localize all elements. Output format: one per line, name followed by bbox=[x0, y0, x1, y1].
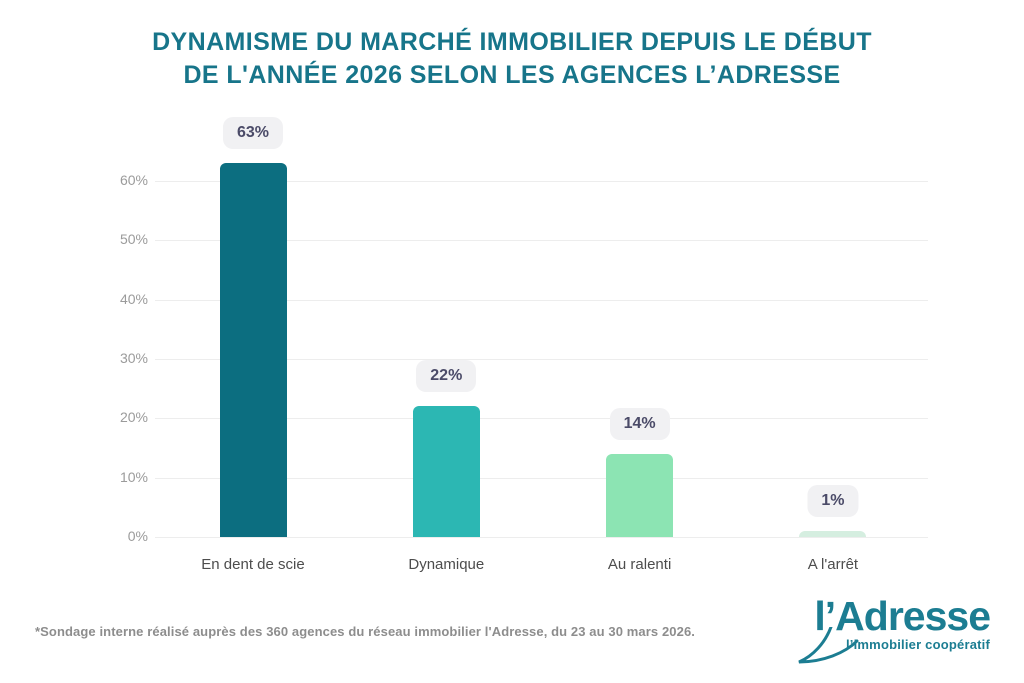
category-label: A l'arrêt bbox=[807, 556, 859, 573]
gridline bbox=[155, 299, 928, 301]
y-axis-tick-label: 60% bbox=[119, 172, 148, 188]
category-label: Dynamique bbox=[408, 556, 485, 573]
bar-value-badge: 63% bbox=[222, 117, 284, 150]
gridline bbox=[155, 477, 928, 479]
bar-value-badge: 22% bbox=[416, 360, 477, 393]
y-axis-tick-label: 50% bbox=[119, 231, 148, 248]
gridline bbox=[155, 418, 928, 420]
gridline bbox=[155, 240, 928, 242]
category-label: Au ralenti bbox=[607, 556, 672, 573]
bar-value-badge: 1% bbox=[807, 485, 859, 518]
gridline bbox=[155, 181, 928, 182]
y-axis-tick-label: 40% bbox=[119, 290, 148, 307]
bar bbox=[799, 531, 867, 537]
logo-tagline: l’immobilier coopératif bbox=[845, 637, 990, 652]
bar bbox=[412, 406, 480, 537]
ladresse-logo: l’Adresse l’immobilier coopératif bbox=[775, 593, 991, 664]
footnote: *Sondage interne réalisé auprès des 360 … bbox=[35, 624, 695, 639]
category-label: En dent de scie bbox=[201, 556, 305, 573]
y-axis-tick-label: 30% bbox=[119, 350, 148, 366]
chart-title-line1: DYNAMISME DU MARCHÉ IMMOBILIER DEPUIS LE… bbox=[152, 28, 872, 56]
chart-title-line2: DE L'ANNÉE 2026 SELON LES AGENCES L’ADRE… bbox=[183, 61, 841, 89]
bar bbox=[606, 453, 674, 537]
bar-value-badge: 14% bbox=[609, 407, 670, 440]
y-axis-tick-label: 0% bbox=[127, 528, 148, 544]
logo-wordmark: l’Adresse bbox=[814, 593, 991, 639]
y-axis-tick-label: 20% bbox=[119, 409, 148, 426]
gridline bbox=[155, 537, 928, 538]
bar bbox=[219, 163, 287, 537]
y-axis-tick-label: 10% bbox=[119, 468, 148, 485]
gridline bbox=[155, 359, 928, 360]
chart-title: DYNAMISME DU MARCHÉ IMMOBILIER DEPUIS LE… bbox=[0, 26, 1024, 92]
